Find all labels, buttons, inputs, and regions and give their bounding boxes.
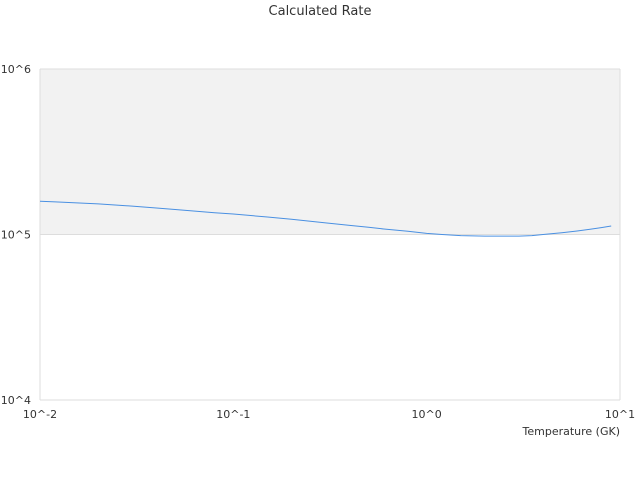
- y-tick-label: 10^5: [1, 229, 31, 242]
- chart-title: Calculated Rate: [268, 4, 372, 19]
- x-tick-label: 10^-2: [23, 408, 57, 421]
- plot-band: [40, 69, 620, 235]
- y-tick-label: 10^6: [1, 63, 31, 76]
- x-tick-label: 10^1: [605, 408, 635, 421]
- x-axis-title: Temperature (GK): [522, 425, 621, 438]
- plot-grid: [39, 68, 621, 401]
- x-tick-label: 10^-1: [216, 408, 250, 421]
- plot-band: [40, 234, 620, 400]
- rate-series-line: [39, 200, 612, 237]
- plot-series: [39, 200, 612, 237]
- y-tick-label: 10^4: [1, 394, 31, 407]
- y-axis-ticks: 10^4 10^5 10^6: [1, 63, 31, 407]
- x-tick-label: 10^0: [412, 408, 442, 421]
- x-axis-ticks: 10^-2 10^-1 10^0 10^1: [23, 408, 635, 421]
